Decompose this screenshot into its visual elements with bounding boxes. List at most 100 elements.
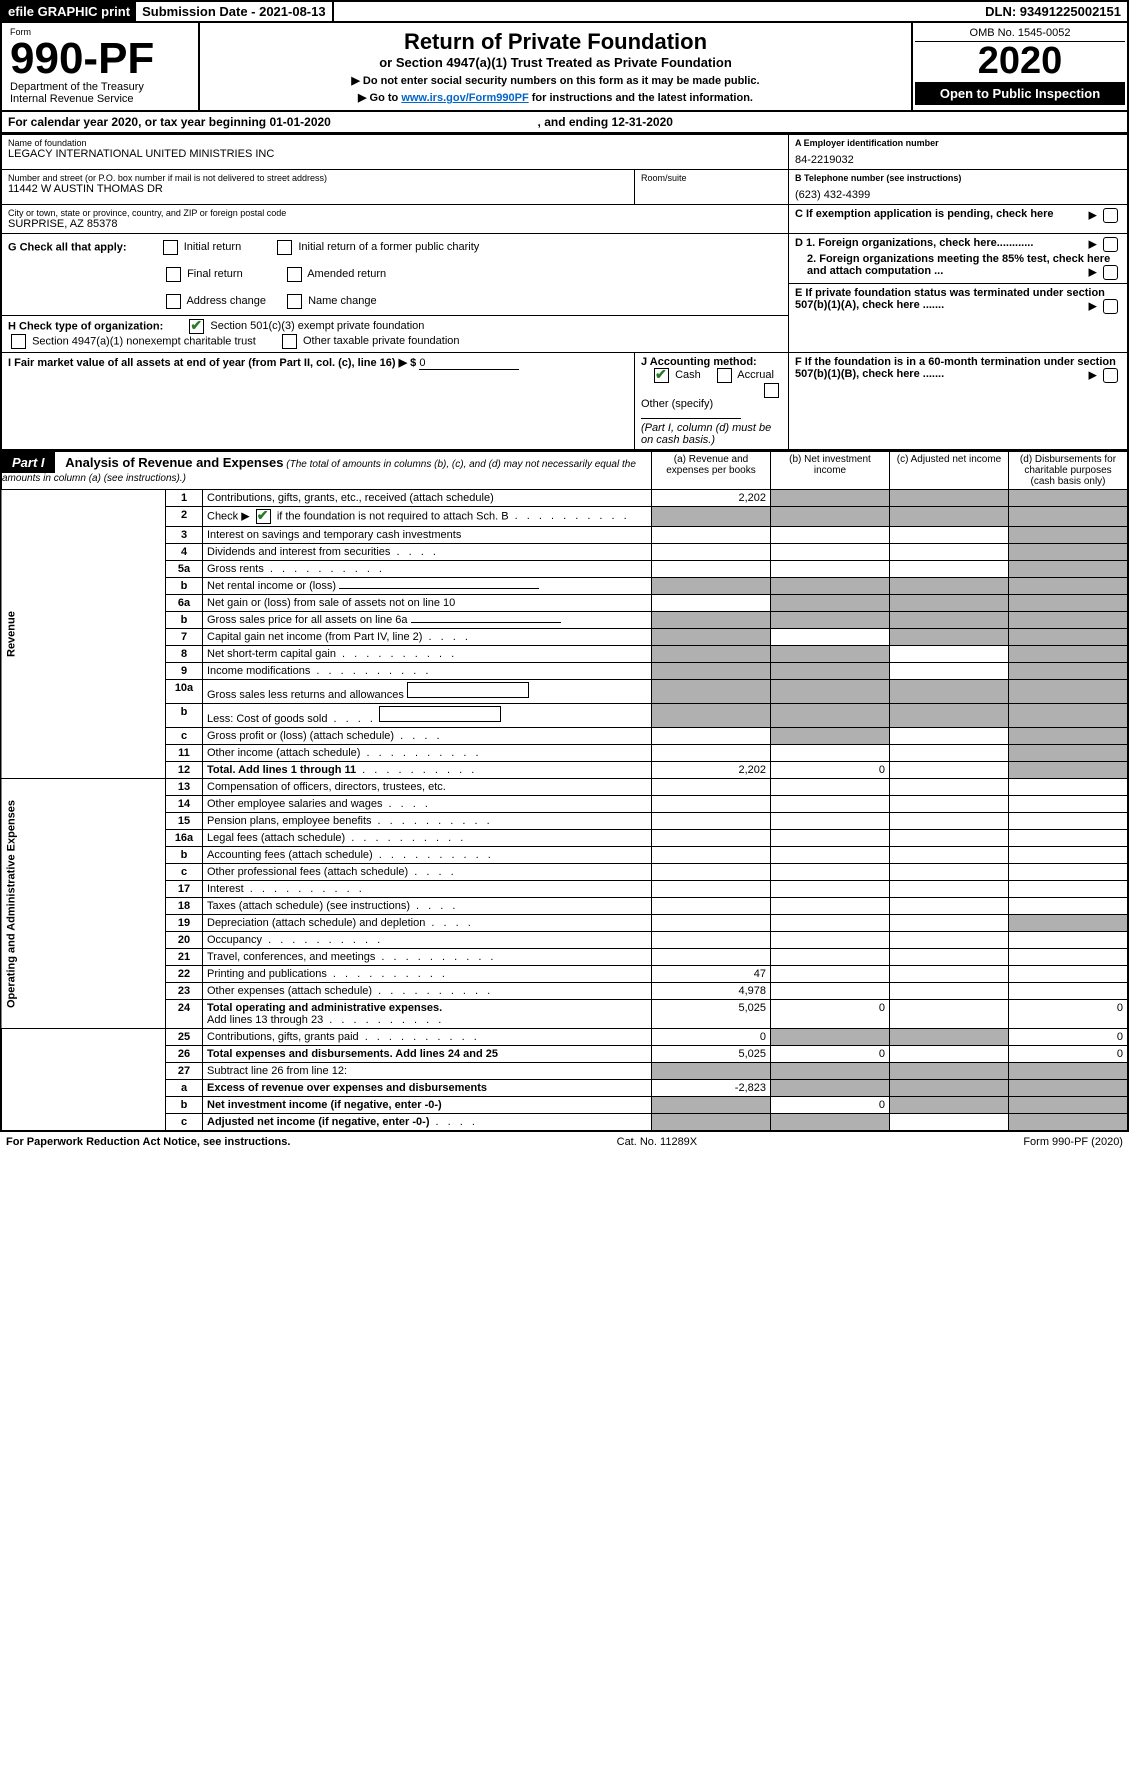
checkbox-initial-former[interactable] — [277, 240, 292, 255]
checkbox-c[interactable] — [1103, 208, 1118, 223]
cal-text2: , and ending — [538, 115, 612, 129]
checkbox-final-return[interactable] — [166, 267, 181, 282]
line-num: 18 — [166, 898, 203, 915]
val-b: 0 — [771, 1000, 890, 1029]
row-22: 22Printing and publications47 — [1, 966, 1128, 983]
cal-end: 12-31-2020 — [612, 115, 673, 129]
form-title: Return of Private Foundation — [206, 29, 905, 55]
line-desc: Interest — [203, 881, 652, 898]
row-27a: aExcess of revenue over expenses and dis… — [1, 1080, 1128, 1097]
checkbox-initial-return[interactable] — [163, 240, 178, 255]
line-desc: Taxes (attach schedule) (see instruction… — [203, 898, 652, 915]
line-desc: Total operating and administrative expen… — [203, 1000, 652, 1029]
checkbox-amended[interactable] — [287, 267, 302, 282]
checkbox-e[interactable] — [1103, 299, 1118, 314]
section-i-label: I Fair market value of all assets at end… — [8, 357, 419, 369]
line-desc: Capital gain net income (from Part IV, l… — [203, 629, 652, 646]
row-3: 3 Interest on savings and temporary cash… — [1, 527, 1128, 544]
row-25: 25Contributions, gifts, grants paid00 — [1, 1029, 1128, 1046]
line-desc: Adjusted net income (if negative, enter … — [203, 1114, 652, 1132]
row-24: 24Total operating and administrative exp… — [1, 1000, 1128, 1029]
irs-link[interactable]: www.irs.gov/Form990PF — [401, 92, 528, 104]
checkbox-accrual[interactable] — [717, 368, 732, 383]
checkbox-d2[interactable] — [1103, 265, 1118, 280]
line-num: 16a — [166, 830, 203, 847]
row-12: 12 Total. Add lines 1 through 11 2,202 0 — [1, 762, 1128, 779]
city-label: City or town, state or province, country… — [8, 208, 782, 218]
line-num: 13 — [166, 779, 203, 796]
row-6a: 6a Net gain or (loss) from sale of asset… — [1, 595, 1128, 612]
h2-label: Section 4947(a)(1) nonexempt charitable … — [32, 335, 256, 347]
instruction-1: ▶ Do not enter social security numbers o… — [206, 74, 905, 87]
checkbox-other-method[interactable] — [764, 383, 779, 398]
row-10c: c Gross profit or (loss) (attach schedul… — [1, 728, 1128, 745]
row-8: 8 Net short-term capital gain — [1, 646, 1128, 663]
j3-label: Other (specify) — [641, 398, 713, 410]
val-a: 5,025 — [652, 1046, 771, 1063]
submission-date: Submission Date - 2021-08-13 — [136, 2, 334, 21]
row-9: 9 Income modifications — [1, 663, 1128, 680]
row-6b: b Gross sales price for all assets on li… — [1, 612, 1128, 629]
line-desc: Excess of revenue over expenses and disb… — [203, 1080, 652, 1097]
addr-label: Number and street (or P.O. box number if… — [8, 173, 628, 183]
row-14: 14Other employee salaries and wages — [1, 796, 1128, 813]
row-10b: b Less: Cost of goods sold — [1, 704, 1128, 728]
g4-label: Amended return — [307, 268, 386, 280]
line-desc: Other income (attach schedule) — [203, 745, 652, 762]
checkbox-name-change[interactable] — [287, 294, 302, 309]
irs-label: Internal Revenue Service — [10, 93, 190, 105]
line-desc: Occupancy — [203, 932, 652, 949]
checkbox-f[interactable] — [1103, 368, 1118, 383]
line-desc: Net rental income or (loss) — [203, 578, 652, 595]
line-num: 10a — [166, 680, 203, 704]
section-f-label: F If the foundation is in a 60-month ter… — [795, 356, 1116, 380]
line-num: 11 — [166, 745, 203, 762]
line-desc: Net gain or (loss) from sale of assets n… — [203, 595, 652, 612]
foundation-name: LEGACY INTERNATIONAL UNITED MINISTRIES I… — [8, 148, 782, 160]
checkbox-address-change[interactable] — [166, 294, 181, 309]
line-desc: Total expenses and disbursements. Add li… — [203, 1046, 652, 1063]
checkbox-other-taxable[interactable] — [282, 334, 297, 349]
checkbox-cash[interactable] — [654, 368, 669, 383]
cal-text1: For calendar year 2020, or tax year begi… — [8, 115, 269, 129]
val-d: 0 — [1009, 1046, 1129, 1063]
open-to-public: Open to Public Inspection — [915, 82, 1125, 105]
checkbox-sch-b[interactable] — [256, 509, 271, 524]
g1-label: Initial return — [184, 241, 241, 253]
checkbox-d1[interactable] — [1103, 237, 1118, 252]
row-27: 27Subtract line 26 from line 12: — [1, 1063, 1128, 1080]
part1-title: Analysis of Revenue and Expenses — [65, 455, 283, 470]
h1-label: Section 501(c)(3) exempt private foundat… — [210, 320, 424, 332]
line-num: c — [166, 1114, 203, 1132]
line-desc: Pension plans, employee benefits — [203, 813, 652, 830]
section-e-label: E If private foundation status was termi… — [795, 287, 1105, 311]
row-5b: b Net rental income or (loss) — [1, 578, 1128, 595]
row-10a: 10a Gross sales less returns and allowan… — [1, 680, 1128, 704]
val-a: 0 — [652, 1029, 771, 1046]
form-subtitle: or Section 4947(a)(1) Trust Treated as P… — [206, 55, 905, 70]
page-footer: For Paperwork Reduction Act Notice, see … — [0, 1132, 1129, 1152]
street-address: 11442 W AUSTIN THOMAS DR — [8, 183, 628, 195]
line-desc: Less: Cost of goods sold — [203, 704, 652, 728]
dept-treasury: Department of the Treasury — [10, 81, 190, 93]
line-num: 22 — [166, 966, 203, 983]
row-16c: cOther professional fees (attach schedul… — [1, 864, 1128, 881]
row-19: 19Depreciation (attach schedule) and dep… — [1, 915, 1128, 932]
line-desc: Contributions, gifts, grants, etc., rece… — [203, 490, 652, 507]
cal-begin: 01-01-2020 — [269, 115, 330, 129]
fmv-value: 0 — [419, 357, 519, 370]
section-g-label: G Check all that apply: — [8, 241, 127, 253]
val-a: 2,202 — [652, 762, 771, 779]
d2-label: 2. Foreign organizations meeting the 85%… — [807, 253, 1110, 277]
checkbox-501c3[interactable] — [189, 319, 204, 334]
line-desc: Dividends and interest from securities — [203, 544, 652, 561]
line-num: b — [166, 847, 203, 864]
line-num: b — [166, 612, 203, 629]
h3-label: Other taxable private foundation — [303, 335, 460, 347]
checkbox-4947[interactable] — [11, 334, 26, 349]
row-1: Revenue 1 Contributions, gifts, grants, … — [1, 490, 1128, 507]
val-a: 2,202 — [652, 490, 771, 507]
room-label: Room/suite — [641, 173, 782, 183]
col-a-header: (a) Revenue and expenses per books — [652, 452, 771, 490]
section-c-label: C If exemption application is pending, c… — [795, 208, 1054, 220]
